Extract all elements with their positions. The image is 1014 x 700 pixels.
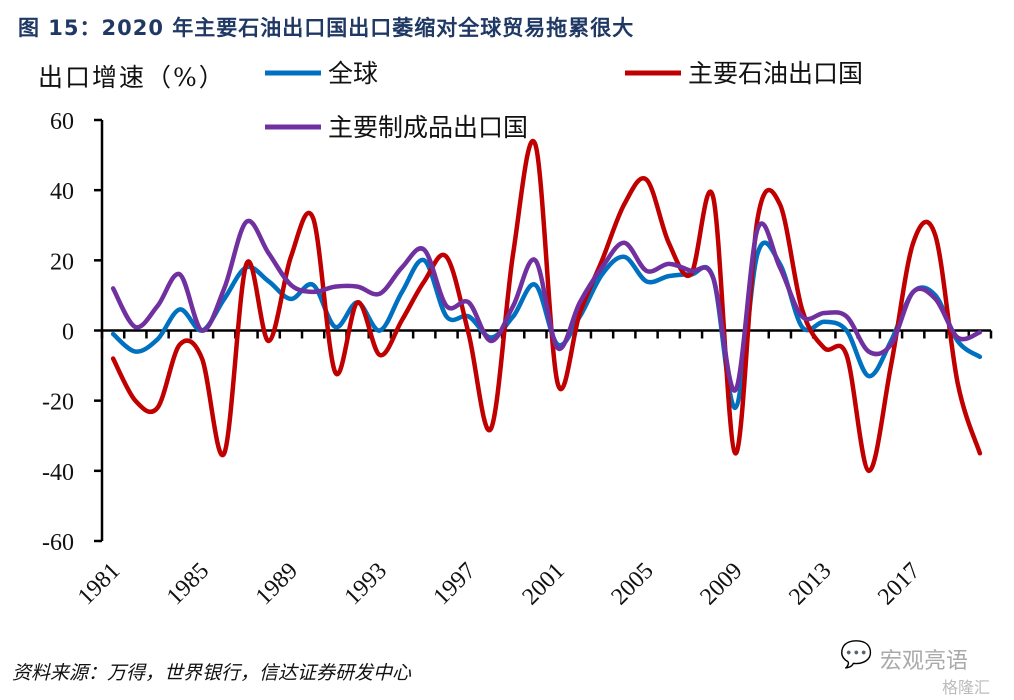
wechat-icon: 💬	[840, 640, 873, 670]
x-tick-label: 2001	[518, 558, 570, 610]
y-tick-label: 0	[62, 320, 74, 346]
x-tick-label: 2013	[784, 558, 836, 610]
watermark-secondary: 格隆汇	[942, 678, 991, 697]
x-tick-label: 1985	[162, 558, 214, 610]
x-tick-label: 1993	[340, 558, 392, 610]
series-line-1	[110, 139, 983, 474]
y-tick-label: 60	[50, 109, 74, 135]
y-tick-label: -60	[42, 530, 74, 556]
legend-label: 主要制成品出口国	[328, 113, 528, 142]
x-tick-label: 2005	[606, 558, 658, 610]
series-line-2	[110, 218, 983, 393]
y-tick-label: -20	[42, 390, 74, 416]
x-tick-label: 1981	[73, 558, 125, 610]
x-tick-label: 1989	[251, 558, 303, 610]
y-tick-label: -40	[42, 460, 74, 486]
y-axis-label: 出口增速（%）	[38, 63, 226, 92]
y-tick-label: 40	[50, 179, 74, 205]
watermark-primary: 宏观亮语	[880, 649, 969, 674]
series-lines	[110, 139, 983, 474]
legend-label: 全球	[328, 59, 378, 88]
x-tick-label: 1997	[429, 558, 481, 610]
chart-title: 图 15：2020 年主要石油出口国出口萎缩对全球贸易拖累很大	[18, 16, 635, 40]
y-tick-label: 20	[50, 249, 74, 275]
x-tick-label: 2017	[873, 558, 925, 610]
legend-label: 主要石油出口国	[688, 59, 863, 88]
x-tick-label: 2009	[695, 558, 747, 610]
source-note: 资料来源：万得，世界银行，信达证券研发中心	[12, 662, 412, 684]
